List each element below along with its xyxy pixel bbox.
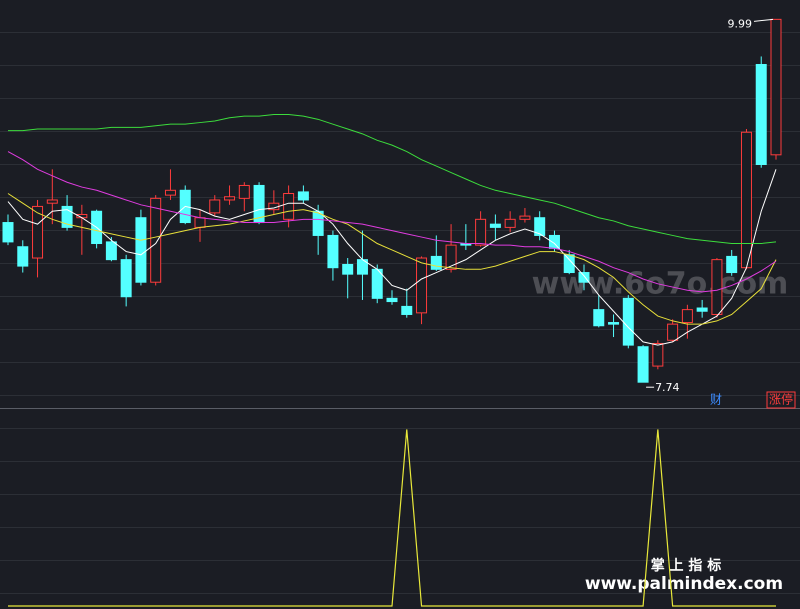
brand-url: www.palmindex.com (585, 574, 783, 594)
candle-body (578, 272, 590, 283)
candle-body (105, 241, 117, 261)
candle-body (297, 191, 309, 201)
candle-body (755, 64, 767, 165)
candle-body (283, 193, 295, 220)
candle-body (209, 199, 221, 214)
candle-body (445, 244, 457, 270)
candle-body (32, 205, 44, 259)
candle-body (667, 323, 679, 341)
candle-body (342, 263, 354, 275)
candle-body (593, 309, 605, 327)
candle-body (401, 305, 413, 315)
candle-body (135, 217, 147, 283)
candle-body (2, 222, 14, 243)
candle-body (120, 259, 132, 298)
indicator-line (8, 429, 776, 607)
high-label: 9.99 (728, 17, 753, 30)
candle-body (46, 199, 58, 204)
candle-body (740, 131, 752, 269)
candle-body (386, 297, 398, 303)
candle-body (489, 223, 501, 228)
candle-body (726, 255, 738, 274)
candle-body (224, 196, 236, 201)
candle-body (608, 322, 620, 325)
candle-body (637, 346, 649, 383)
candle-body (150, 197, 162, 283)
low-label: 7.74 (655, 381, 680, 394)
candle-body (430, 255, 442, 270)
candle-body (652, 342, 664, 367)
candle-body (622, 297, 634, 346)
high-arrow (753, 18, 774, 22)
candle-body (194, 217, 206, 228)
moving-average (7, 151, 777, 293)
candle-body (548, 234, 560, 249)
candle-body (416, 257, 428, 314)
candle-body (534, 217, 546, 236)
candle-body (475, 218, 487, 246)
badge: 涨停 (769, 392, 793, 407)
candle-body (711, 259, 723, 315)
candle-body (61, 205, 73, 228)
candle-body (504, 218, 516, 228)
candle-body (681, 309, 693, 324)
candle-body (327, 234, 339, 269)
candle-body (238, 184, 250, 199)
candle-body (17, 246, 29, 267)
badge: 财 (710, 393, 722, 407)
moving-average (8, 113, 777, 245)
moving-average (7, 193, 777, 325)
candle-body (696, 307, 708, 312)
candle-body (770, 18, 782, 156)
candle-body (519, 215, 531, 220)
brand: 掌 上 指 标 (651, 557, 722, 574)
badge-box (766, 391, 796, 409)
candle-body (164, 189, 176, 196)
moving-average (7, 169, 777, 346)
